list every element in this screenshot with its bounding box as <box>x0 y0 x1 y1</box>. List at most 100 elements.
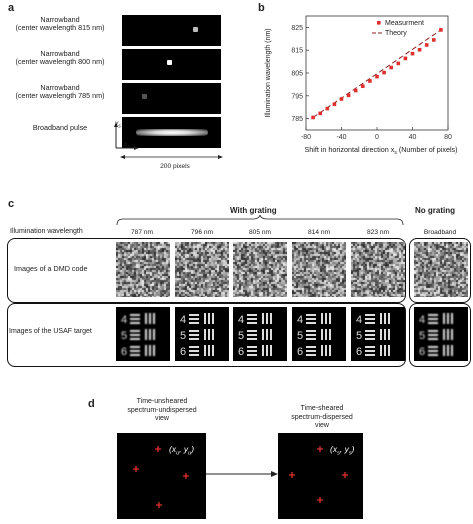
usaf-horizontal-bar <box>189 314 199 316</box>
usaf-vertical-bar <box>149 345 151 356</box>
usaf-horizontal-bar <box>189 346 199 348</box>
usaf-vertical-bar <box>270 345 272 356</box>
usaf-vertical-bar <box>325 313 327 324</box>
measurement-point <box>332 102 337 107</box>
measurement-point <box>382 70 386 75</box>
usaf-horizontal-bar <box>130 346 140 348</box>
y-tick-label: 795 <box>291 93 303 100</box>
with-grating-header: With grating <box>230 206 277 215</box>
x-tick-label: 40 <box>409 134 417 141</box>
usaf-horizontal-bar <box>130 314 140 316</box>
measurement-point <box>339 97 344 101</box>
scale-arrow <box>120 155 223 159</box>
usaf-horizontal-bar <box>189 350 199 352</box>
usaf-group-number: 6 <box>238 346 244 358</box>
no-grating-header: No grating <box>415 206 455 215</box>
point-marker <box>342 472 348 478</box>
measurement-point <box>368 79 372 83</box>
broadband-label: Broadband <box>423 229 457 236</box>
usaf-image: 4 5 6 <box>414 307 468 361</box>
axis-xs-label: xs <box>124 141 130 151</box>
usaf-horizontal-bar <box>247 330 257 332</box>
row-815-label: Narrowband (center wavelength 815 nm) <box>15 15 105 33</box>
calibration-chart: -80 -40 0 40 80 785 795 805 815 825 Measurment Theo… <box>265 15 458 156</box>
usaf-horizontal-bar <box>130 338 140 340</box>
usaf-group-number: 6 <box>419 346 425 358</box>
usaf-horizontal-bar <box>247 350 257 352</box>
usaf-horizontal-bar <box>428 330 438 332</box>
usaf-vertical-bar <box>384 345 386 356</box>
usaf-group-number: 4 <box>180 314 186 326</box>
scale-label: 200 pixels <box>160 163 190 170</box>
dmd-pattern <box>233 242 287 297</box>
axes-indicator <box>114 122 139 150</box>
usaf-group-number: 5 <box>356 330 362 342</box>
usaf-vertical-bar <box>447 313 449 324</box>
usaf-horizontal-bar <box>247 338 257 340</box>
usaf-image: 4 5 6 <box>351 307 405 361</box>
y-tick-label: 805 <box>291 71 303 78</box>
usaf-horizontal-bar <box>130 318 140 320</box>
measurement-point <box>396 61 401 66</box>
usaf-horizontal-bar <box>365 334 375 336</box>
usaf-image: 4 5 6 <box>175 307 229 361</box>
dmd-image <box>233 242 287 297</box>
usaf-vertical-bar <box>325 345 327 356</box>
plot-frame <box>305 15 449 131</box>
dmd-image <box>175 242 229 297</box>
usaf-vertical-bar <box>153 345 155 356</box>
usaf-vertical-bar <box>321 345 323 356</box>
usaf-group-number: 5 <box>297 330 303 342</box>
dmd-pattern <box>175 242 229 297</box>
usaf-pattern: 4 5 6 <box>419 313 453 358</box>
usaf-pattern: 4 5 6 <box>180 313 214 358</box>
usaf-horizontal-bar <box>365 318 375 320</box>
usaf-vertical-bar <box>262 345 264 356</box>
usaf-pattern: 4 5 6 <box>121 313 155 358</box>
usaf-horizontal-bar <box>247 318 257 320</box>
usaf-vertical-bar <box>212 313 214 324</box>
usaf-horizontal-bar <box>428 318 438 320</box>
spot-800 <box>167 60 172 65</box>
row-broadband-label: Broadband pulse <box>32 123 88 132</box>
usaf-group-number: 4 <box>419 314 425 326</box>
usaf-vertical-bar <box>270 313 272 324</box>
usaf-image: 4 5 6 <box>116 307 170 361</box>
point-marker <box>183 473 189 479</box>
with-grating-brace <box>116 215 404 226</box>
usaf-vertical-bar <box>388 345 390 356</box>
broadband-streak <box>136 129 208 136</box>
usaf-vertical-bar <box>329 345 331 356</box>
usaf-horizontal-bar <box>130 354 140 356</box>
usaf-horizontal-bar <box>130 334 140 336</box>
dmd-row-label: Images of a DMD code <box>14 264 88 273</box>
measurement-point <box>325 106 330 111</box>
dmd-pattern <box>292 242 346 297</box>
row-785-label: Narrowband (center wavelength 785 nm) <box>15 83 105 101</box>
usaf-vertical-bar <box>145 345 147 356</box>
unsheared-coord-label: (xu, yu) <box>169 444 195 457</box>
point-marker <box>289 472 295 478</box>
usaf-horizontal-bar <box>189 354 199 356</box>
wavelength-796: 796 nm <box>191 229 213 236</box>
measurement-point <box>311 115 315 120</box>
sheared-view: (xs, ys) <box>278 433 363 519</box>
y-axis-label: Illumination wavelength (nm) <box>265 28 272 117</box>
usaf-vertical-bar <box>153 329 155 340</box>
usaf-image: 4 5 6 <box>292 307 346 361</box>
measurement-point <box>375 74 379 79</box>
usaf-horizontal-bar <box>130 330 140 332</box>
illumination-wavelength-header: Illumination wavelength <box>10 228 83 235</box>
usaf-vertical-bar <box>321 313 323 324</box>
usaf-pattern: 4 5 6 <box>238 313 272 358</box>
y-tick-label: 785 <box>291 116 303 123</box>
usaf-group-number: 5 <box>180 330 186 342</box>
usaf-vertical-bar <box>270 329 272 340</box>
usaf-vertical-bar <box>212 345 214 356</box>
measurement-point <box>417 47 422 52</box>
usaf-vertical-bar <box>266 345 268 356</box>
usaf-horizontal-bar <box>428 314 438 316</box>
usaf-horizontal-bar <box>247 334 257 336</box>
usaf-vertical-bar <box>443 329 445 340</box>
usaf-vertical-bar <box>447 345 449 356</box>
